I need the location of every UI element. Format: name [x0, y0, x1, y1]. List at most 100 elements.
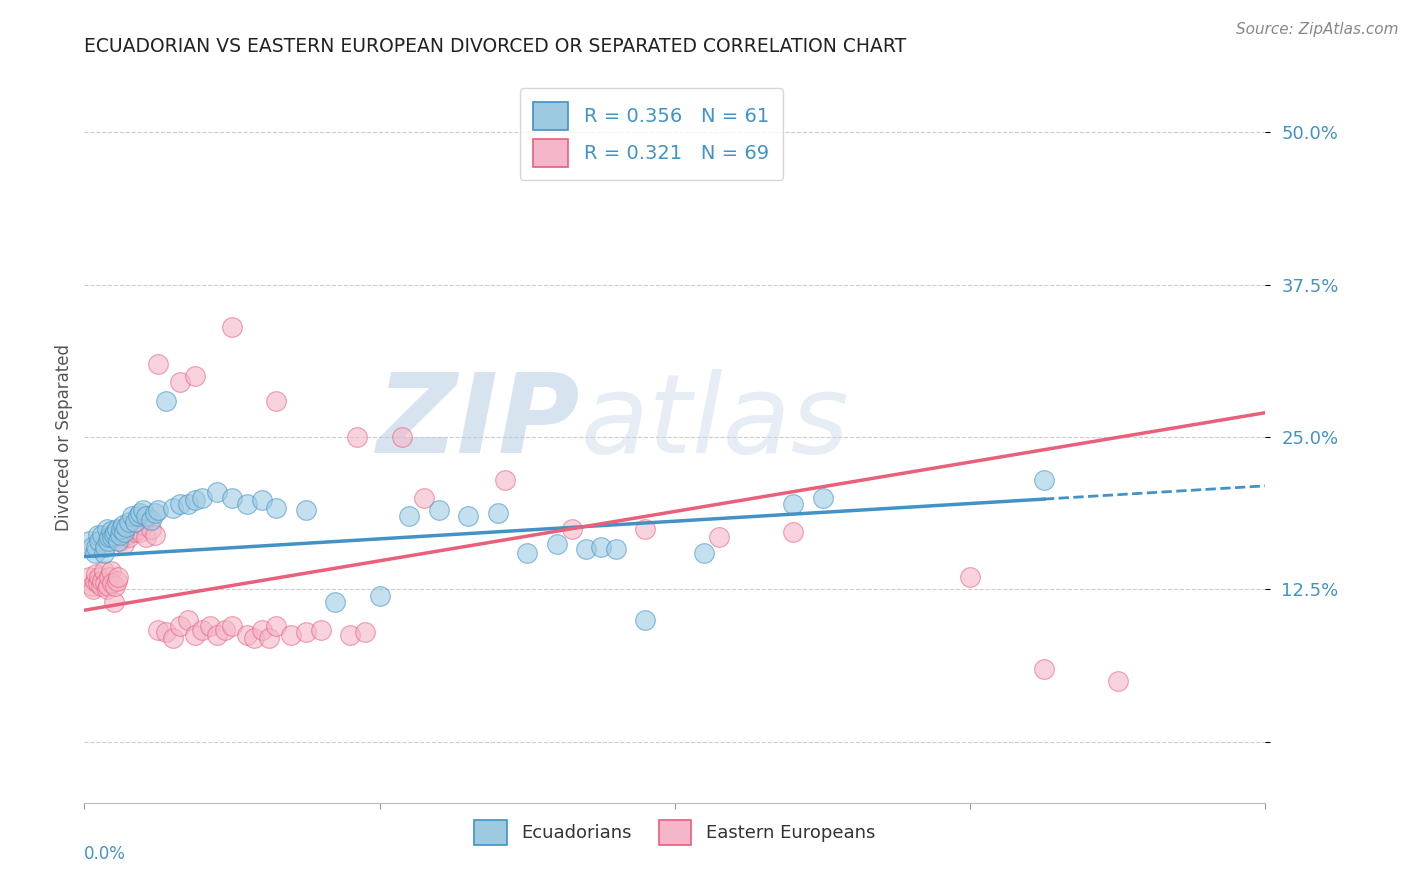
Point [127, 509, 149, 524]
Point [257, 632, 280, 646]
Point [693, 546, 716, 560]
Point [101, 576, 124, 591]
Point [98, 570, 121, 584]
Point [107, 533, 129, 548]
Point [100, 564, 122, 578]
Point [87, 533, 111, 548]
Point [84, 566, 107, 581]
Point [90, 579, 112, 593]
Point [169, 497, 191, 511]
Point [84, 540, 107, 554]
Point [121, 509, 143, 524]
Point [221, 320, 243, 334]
Point [325, 594, 347, 608]
Point [98, 530, 121, 544]
Point [129, 525, 152, 540]
Point [169, 376, 191, 390]
Point [250, 623, 273, 637]
Point [413, 491, 436, 505]
Point [83, 574, 105, 588]
Point [129, 506, 152, 520]
Point [105, 574, 128, 588]
Point [94, 576, 117, 591]
Point [266, 500, 288, 515]
Point [132, 517, 155, 532]
Point [111, 517, 134, 532]
Point [709, 530, 731, 544]
Point [93, 546, 115, 560]
Point [87, 570, 111, 584]
Text: atlas: atlas [581, 369, 849, 476]
Point [516, 546, 538, 560]
Point [295, 625, 318, 640]
Point [198, 619, 221, 633]
Point [354, 625, 377, 640]
Point [135, 530, 157, 544]
Point [97, 533, 120, 548]
Point [107, 570, 129, 584]
Point [100, 524, 122, 538]
Text: 0.0%: 0.0% [84, 846, 127, 863]
Point [634, 521, 657, 535]
Point [135, 509, 157, 524]
Point [169, 619, 191, 633]
Point [103, 527, 125, 541]
Point [121, 521, 143, 535]
Point [104, 579, 127, 593]
Point [101, 530, 124, 544]
Point [368, 589, 391, 603]
Point [103, 594, 125, 608]
Point [1107, 673, 1129, 688]
Point [494, 473, 516, 487]
Point [108, 533, 131, 548]
Point [148, 503, 170, 517]
Point [207, 485, 229, 500]
Point [221, 491, 243, 505]
Point [94, 540, 117, 554]
Point [148, 357, 170, 371]
Point [124, 525, 146, 540]
Point [1033, 662, 1056, 676]
Point [143, 527, 166, 541]
Point [214, 623, 236, 637]
Point [575, 542, 598, 557]
Point [184, 627, 207, 641]
Point [162, 500, 184, 515]
Text: ECUADORIAN VS EASTERN EUROPEAN DIVORCED OR SEPARATED CORRELATION CHART: ECUADORIAN VS EASTERN EUROPEAN DIVORCED … [84, 37, 907, 56]
Point [546, 537, 568, 551]
Point [114, 520, 136, 534]
Point [207, 627, 229, 641]
Text: ZIP: ZIP [377, 369, 581, 476]
Point [184, 369, 207, 384]
Point [811, 491, 834, 505]
Point [91, 527, 114, 541]
Point [86, 527, 108, 541]
Point [96, 582, 118, 597]
Point [97, 579, 120, 593]
Point [959, 570, 981, 584]
Point [143, 506, 166, 520]
Point [77, 570, 100, 584]
Point [266, 393, 288, 408]
Text: Source: ZipAtlas.com: Source: ZipAtlas.com [1236, 22, 1399, 37]
Point [155, 625, 177, 640]
Point [77, 533, 100, 548]
Point [96, 521, 118, 535]
Point [346, 430, 368, 444]
Point [114, 527, 136, 541]
Point [457, 509, 479, 524]
Point [236, 497, 259, 511]
Point [280, 627, 302, 641]
Point [309, 623, 332, 637]
Y-axis label: Divorced or Separated: Divorced or Separated [55, 343, 73, 531]
Point [118, 530, 141, 544]
Point [80, 540, 103, 554]
Point [184, 493, 207, 508]
Point [782, 497, 804, 511]
Point [339, 627, 361, 641]
Point [486, 506, 509, 520]
Point [221, 619, 243, 633]
Point [1033, 473, 1056, 487]
Point [139, 513, 162, 527]
Point [243, 632, 266, 646]
